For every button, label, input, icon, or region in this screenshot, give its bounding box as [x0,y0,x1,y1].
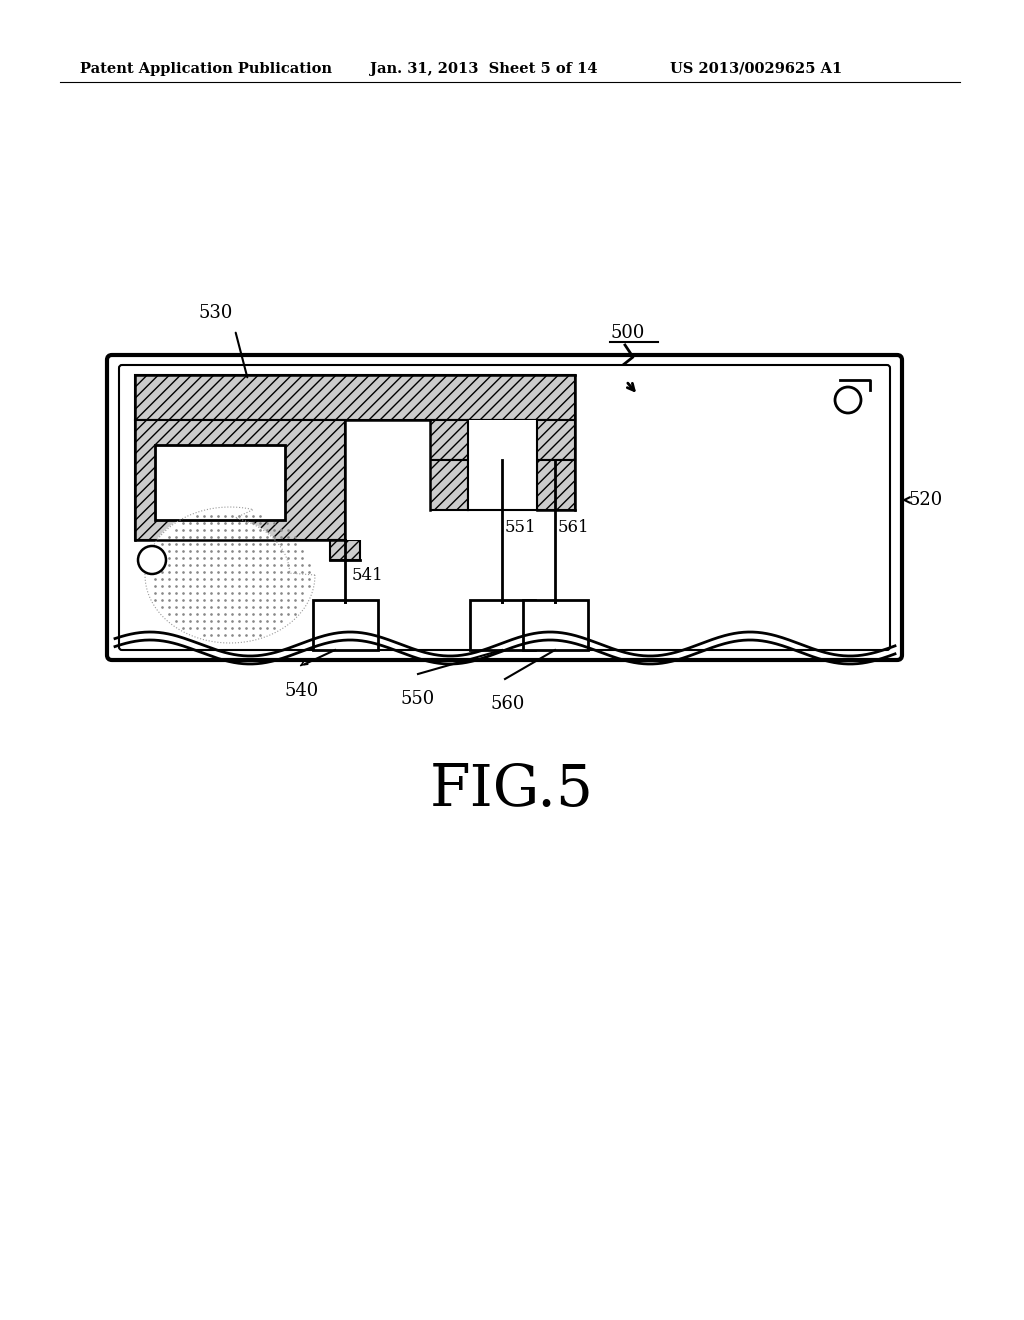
FancyBboxPatch shape [119,366,890,649]
Text: US 2013/0029625 A1: US 2013/0029625 A1 [670,62,843,77]
Bar [523,601,588,649]
Bar [135,375,575,420]
Text: 550: 550 [400,690,434,708]
Bar [470,601,535,649]
Bar [135,420,345,540]
Bar [155,445,285,520]
Bar [537,459,575,510]
Text: 520: 520 [908,491,942,510]
Text: 560: 560 [490,696,524,713]
Circle shape [835,387,861,413]
Text: 561: 561 [558,520,590,536]
Bar [330,540,360,560]
Text: Patent Application Publication: Patent Application Publication [80,62,332,77]
Circle shape [138,546,166,574]
Bar [313,601,378,649]
Bar [345,420,430,540]
FancyBboxPatch shape [106,355,902,660]
Text: 551: 551 [505,520,537,536]
Text: FIG.5: FIG.5 [430,762,594,818]
Text: 540: 540 [285,682,319,700]
Bar [468,420,537,510]
Text: 541: 541 [352,566,384,583]
Text: 530: 530 [198,304,232,322]
Bar [430,420,575,459]
Text: Jan. 31, 2013  Sheet 5 of 14: Jan. 31, 2013 Sheet 5 of 14 [370,62,597,77]
Text: 500: 500 [610,323,644,342]
Polygon shape [145,507,315,643]
Bar [430,459,468,510]
